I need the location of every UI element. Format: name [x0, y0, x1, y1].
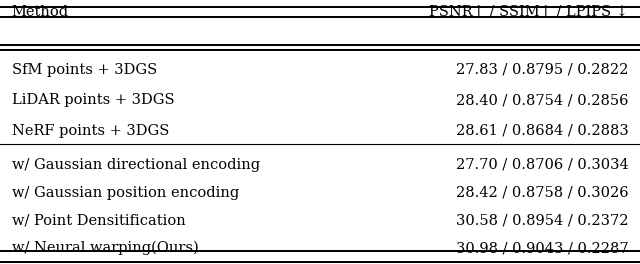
Text: 28.40 / 0.8754 / 0.2856: 28.40 / 0.8754 / 0.2856 [456, 93, 628, 107]
Text: 30.58 / 0.8954 / 0.2372: 30.58 / 0.8954 / 0.2372 [456, 213, 628, 228]
Text: NeRF points + 3DGS: NeRF points + 3DGS [12, 124, 169, 138]
Text: 28.42 / 0.8758 / 0.3026: 28.42 / 0.8758 / 0.3026 [456, 186, 628, 200]
Text: 30.98 / 0.9043 / 0.2287: 30.98 / 0.9043 / 0.2287 [456, 241, 628, 255]
Text: w/ Neural warping(Ours): w/ Neural warping(Ours) [12, 241, 198, 255]
Text: 28.61 / 0.8684 / 0.2883: 28.61 / 0.8684 / 0.2883 [456, 124, 628, 138]
Text: w/ Gaussian directional encoding: w/ Gaussian directional encoding [12, 158, 260, 172]
Text: PSNR↑ / SSIM↑ / LPIPS ↓: PSNR↑ / SSIM↑ / LPIPS ↓ [429, 5, 628, 19]
Text: Method: Method [12, 5, 68, 19]
Text: LiDAR points + 3DGS: LiDAR points + 3DGS [12, 93, 174, 107]
Text: 27.70 / 0.8706 / 0.3034: 27.70 / 0.8706 / 0.3034 [456, 158, 628, 172]
Text: w/ Gaussian position encoding: w/ Gaussian position encoding [12, 186, 239, 200]
Text: 27.83 / 0.8795 / 0.2822: 27.83 / 0.8795 / 0.2822 [456, 63, 628, 77]
Text: w/ Point Densitification: w/ Point Densitification [12, 213, 185, 228]
Text: SfM points + 3DGS: SfM points + 3DGS [12, 63, 157, 77]
